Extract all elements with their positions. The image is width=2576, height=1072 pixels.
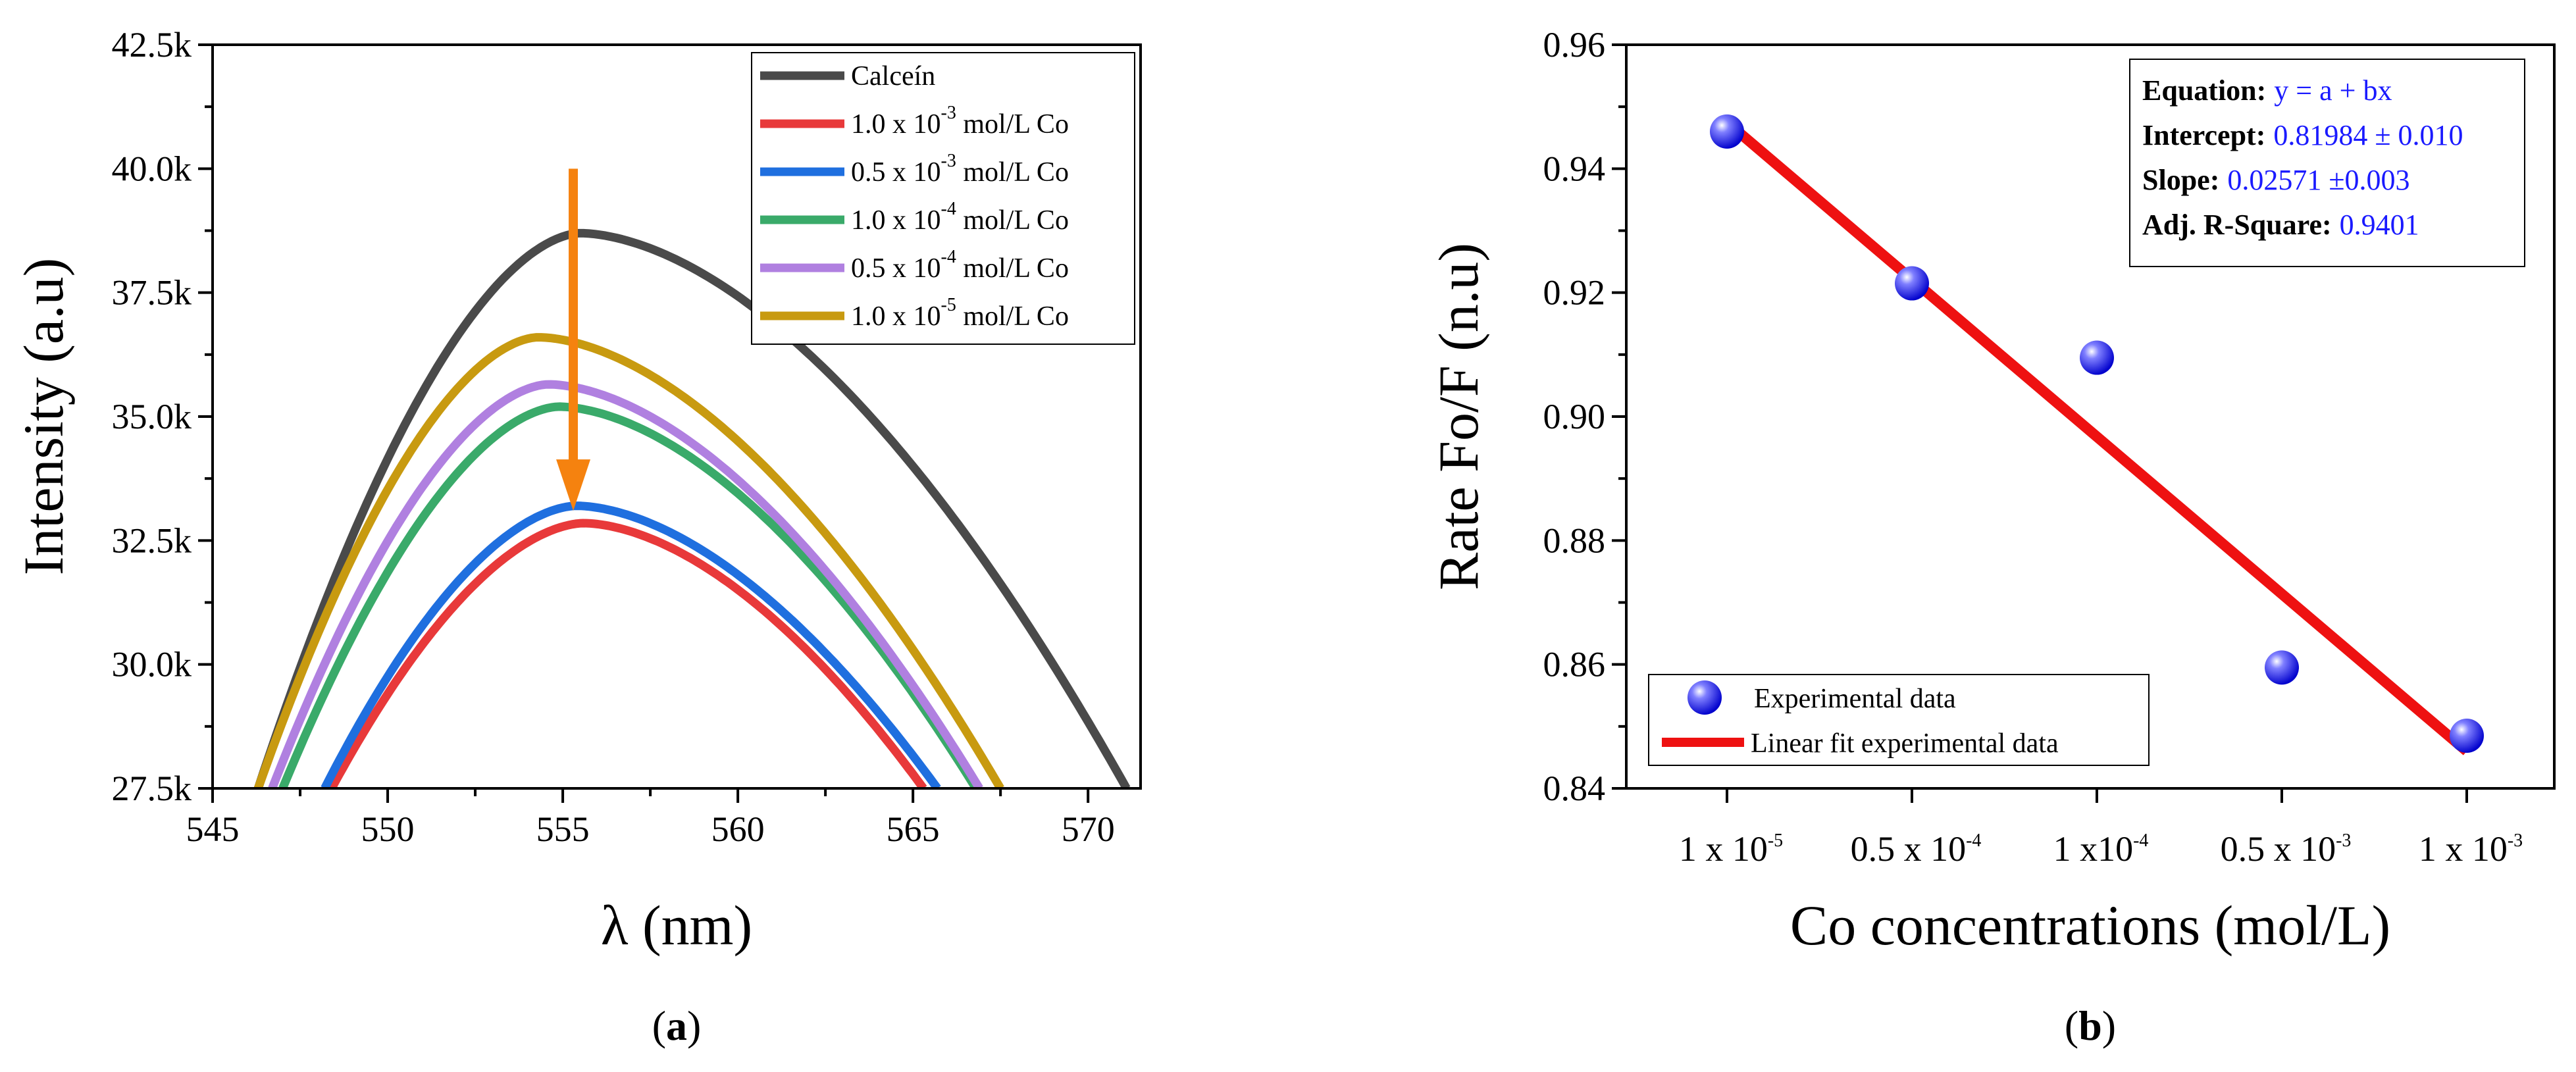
data-point-0 [1710,114,1744,149]
y-tick-label: 0.90 [1543,397,1606,436]
legend-entry-5: 1.0 x 10-5 mol/L Co [851,295,1069,332]
panel-b-equation-frame [2129,59,2525,267]
legend-entry-3: 1.0 x 10-4 mol/L Co [851,199,1069,236]
series-line-2 [321,501,941,788]
x-tick-label: 1 x10-4 [2053,829,2149,869]
fit-line [1723,118,2471,755]
arrow-head [556,459,591,511]
y-tick-label: 0.96 [1543,25,1606,64]
legend-entry-1: Linear fit experimental data [1751,728,2059,759]
series-line-4 [268,380,983,788]
panel-a-x-axis-title: λ (nm) [601,894,752,957]
panel-b-label: (b) [2065,1002,2116,1049]
x-tick-label: 1 x 10-5 [1679,829,1783,869]
series-line-5 [254,333,1004,788]
equation-row-0: Equation: y = a + bx [2142,74,2392,107]
y-tick-label: 30.0k [112,645,192,684]
series-line-1 [328,519,927,788]
panel-a-chart: 545 550 555 560 565 570 27.5k 30.0k 32.5k 35.0k 3… [12,25,1142,1049]
panel-a-legend: Calceín 1.0 x 10-3 mol/L Co 0.5 x 10-3 mol… [751,52,1135,345]
series-line-0 [254,228,1131,788]
x-tick-label: 550 [361,809,415,849]
panel-a-y-axis: 27.5k 30.0k 32.5k 35.0k 37.5k 40.0k 42.5k [112,25,213,808]
x-tick-label: 560 [711,809,765,849]
legend-entry-4: 0.5 x 10-4 mol/L Co [851,247,1069,284]
x-tick-label: 0.5 x 10-3 [2221,829,2352,869]
y-tick-label: 35.0k [112,397,192,436]
panel-a-y-axis-title: Intensity (a.u) [12,258,75,575]
x-tick-label: 545 [186,809,240,849]
panel-b-plot-area [1723,118,2471,755]
panel-a-plot-area [254,228,1131,788]
panel-b-y-axis: 0.84 0.86 0.88 0.90 0.92 0.94 0.96 [1543,25,1626,808]
y-tick-label: 0.88 [1543,521,1606,560]
equation-row-1: Intercept: 0.81984 ± 0.010 [2142,119,2463,151]
panel-b-x-axis-title: Co concentrations (mol/L) [1790,894,2390,957]
y-tick-label: 27.5k [112,769,192,808]
x-tick-label: 0.5 x 10-4 [1851,829,1982,869]
data-point-4 [2450,718,2484,753]
x-tick-label: 565 [887,809,940,849]
x-tick-label: 570 [1062,809,1115,849]
panel-b-legend-box [1648,674,2150,766]
y-tick-label: 0.92 [1543,273,1606,313]
panel-b-y-axis-title: Rate Fo/F (n.u) [1427,243,1490,590]
data-point-3 [2265,650,2299,685]
x-tick-label: 555 [536,809,590,849]
y-tick-label: 40.0k [112,149,192,188]
panel-b-chart: 1 x 10-5 0.5 x 10-4 1 x10-4 0.5 x 10-3 1 x 1… [1427,25,2556,1049]
equation-row-2: Slope: 0.02571 ±0.003 [2142,164,2410,196]
y-tick-label: 0.84 [1543,769,1606,808]
y-tick-label: 42.5k [112,25,192,64]
panel-b-legend: Experimental data Linear fit experimental… [1648,674,2150,766]
panel-b-points [1710,114,2484,753]
legend-entry-1: 1.0 x 10-3 mol/L Co [851,103,1069,140]
series-line-3 [278,402,980,788]
y-tick-label: 32.5k [112,521,192,560]
x-tick-label: 1 x 10-3 [2419,829,2523,869]
legend-point-swatch [1687,680,1722,715]
panel-a-label: (a) [652,1002,702,1049]
y-tick-label: 0.94 [1543,149,1606,188]
panel-a-legend-box [751,52,1135,345]
y-tick-label: 0.86 [1543,645,1606,684]
panel-a-x-axis: 545 550 555 560 565 570 [186,788,1115,849]
legend-entry-0: Calceín [851,61,935,91]
equation-row-3: Adj. R-Square: 0.9401 [2142,209,2419,241]
data-point-1 [1895,266,1929,301]
y-tick-label: 37.5k [112,273,192,313]
data-point-2 [2080,340,2114,375]
panel-b-x-axis: 1 x 10-5 0.5 x 10-4 1 x10-4 0.5 x 10-3 1 x 1… [1679,788,2523,869]
panel-a-arrow [556,168,591,511]
legend-entry-2: 0.5 x 10-3 mol/L Co [851,151,1069,188]
panel-b-equation-box: Equation: y = a + bx Intercept: 0.81984 ± 0… [2129,59,2525,267]
legend-entry-0: Experimental data [1754,684,1956,714]
